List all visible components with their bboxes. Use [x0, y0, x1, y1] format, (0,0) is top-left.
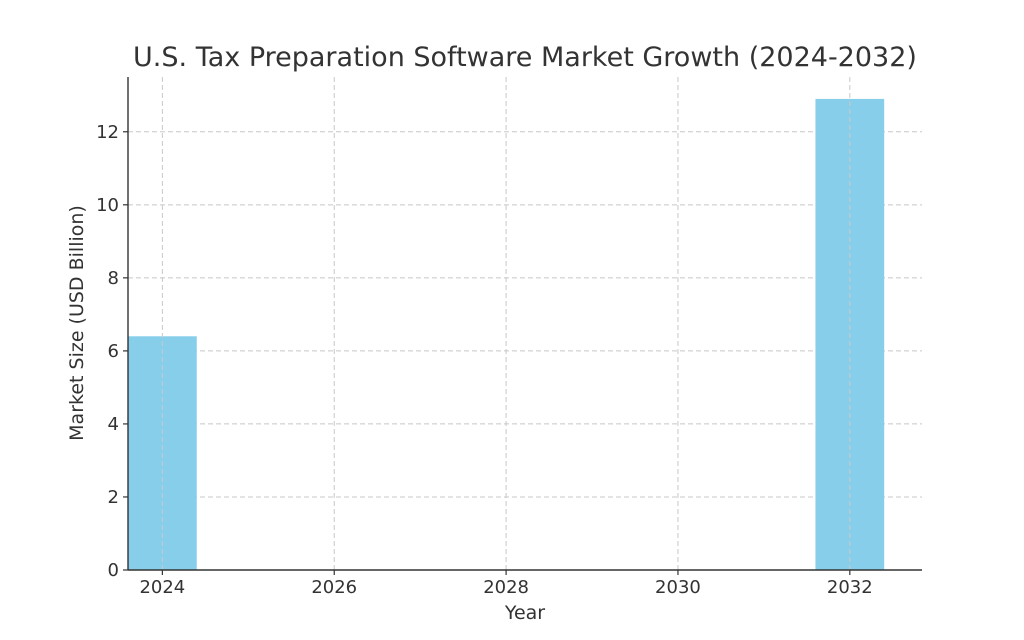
- y-tick-label: 12: [96, 122, 119, 143]
- axes: [127, 77, 922, 571]
- x-tick-label: 2030: [655, 577, 701, 598]
- x-tick-label: 2026: [311, 577, 357, 598]
- x-tick-label: 2028: [483, 577, 529, 598]
- x-tick-label: 2032: [827, 577, 873, 598]
- y-tick-label: 2: [108, 487, 119, 508]
- y-tick-label: 8: [108, 268, 119, 289]
- chart-title: U.S. Tax Preparation Software Market Gro…: [133, 42, 917, 73]
- x-tick-label: 2024: [139, 577, 185, 598]
- grid-lines: [128, 131, 922, 571]
- y-axis-label: Market Size (USD Billion): [66, 205, 88, 441]
- x-axis-label: Year: [504, 602, 545, 624]
- bars: [128, 77, 885, 571]
- y-tick-label: 6: [108, 341, 119, 362]
- y-tick-label: 0: [108, 560, 119, 581]
- y-tick-label: 4: [108, 414, 119, 435]
- y-tick-label: 10: [96, 195, 119, 216]
- tick-labels: 0 2 4 6 8 10 12 2024 2026 2028 2030 2032: [96, 122, 873, 598]
